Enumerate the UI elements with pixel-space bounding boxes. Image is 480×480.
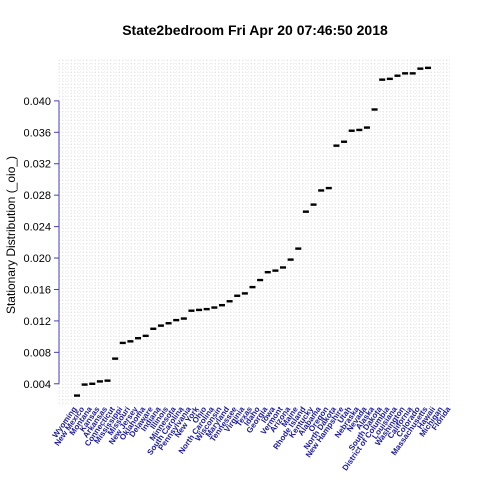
y-tick-label: 0.032 <box>23 159 51 171</box>
data-point <box>112 357 119 360</box>
y-tick-label: 0.016 <box>23 284 51 296</box>
data-point <box>203 307 210 311</box>
data-point <box>394 74 401 77</box>
data-point <box>325 186 332 190</box>
data-point <box>119 341 126 345</box>
data-point <box>348 129 355 132</box>
y-tick-label: 0.004 <box>23 379 51 391</box>
data-point <box>249 285 256 289</box>
data-point <box>180 317 187 320</box>
y-axis: 0.004 0.008 0.012 0.016 0.020 0.024 0.028 0.032… <box>23 96 60 391</box>
data-point <box>241 292 248 295</box>
data-point <box>196 308 203 312</box>
data-point <box>417 67 424 70</box>
data-point <box>302 210 309 213</box>
y-tick-label: 0.020 <box>23 253 51 265</box>
data-point <box>142 334 149 338</box>
data-point <box>272 269 279 272</box>
data-point <box>295 247 302 250</box>
data-point <box>371 108 378 111</box>
data-point <box>341 140 348 143</box>
data-point <box>188 309 195 312</box>
data-point <box>363 126 370 129</box>
y-tick-label: 0.012 <box>23 316 51 328</box>
data-point <box>356 128 363 132</box>
data-point <box>104 379 111 382</box>
data-point <box>96 380 103 383</box>
data-point <box>211 306 218 309</box>
data-point <box>318 189 325 192</box>
data-point <box>333 144 340 147</box>
data-point <box>234 294 241 297</box>
data-point <box>386 77 393 81</box>
data-points <box>74 66 431 397</box>
data-point <box>409 72 416 75</box>
data-point <box>89 382 96 385</box>
data-point <box>150 327 157 330</box>
data-point <box>264 270 271 274</box>
data-point <box>74 394 80 397</box>
chart-title: State2bedroom Fri Apr 20 07:46:50 2018 <box>122 22 388 38</box>
y-tick-label: 0.008 <box>23 347 51 359</box>
data-point <box>157 324 164 327</box>
y-tick-label: 0.040 <box>23 96 51 108</box>
data-point <box>165 322 172 325</box>
data-point <box>226 300 233 303</box>
data-point <box>81 383 88 386</box>
y-tick-label: 0.028 <box>23 190 51 202</box>
data-point <box>287 258 294 261</box>
y-tick-label: 0.024 <box>23 222 51 234</box>
data-point <box>218 303 225 307</box>
data-point <box>379 78 386 81</box>
data-point <box>127 340 134 343</box>
data-point <box>135 337 142 340</box>
data-point <box>257 278 264 282</box>
data-point <box>310 203 317 206</box>
data-point <box>173 318 180 322</box>
y-axis-label: Stationary Distribution (_oio_) <box>4 156 18 314</box>
grid <box>58 59 450 405</box>
data-point <box>402 72 409 75</box>
data-point <box>424 66 431 70</box>
y-tick-label: 0.036 <box>23 127 51 139</box>
data-point <box>280 266 287 269</box>
